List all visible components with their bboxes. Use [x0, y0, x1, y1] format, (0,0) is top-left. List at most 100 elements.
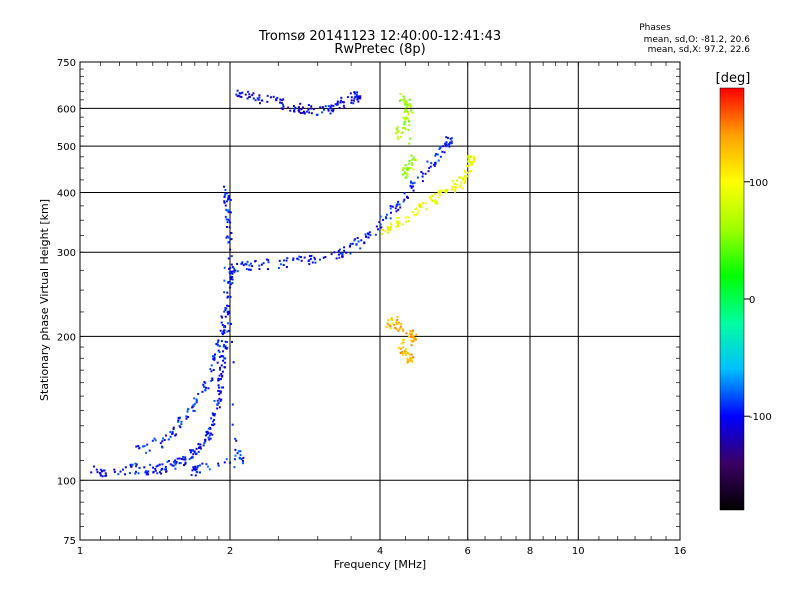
data-point: [224, 215, 227, 218]
data-point: [397, 200, 400, 203]
data-point: [225, 236, 228, 239]
data-point: [209, 437, 212, 440]
data-point: [378, 221, 381, 224]
data-point: [327, 108, 330, 111]
data-point: [390, 223, 393, 226]
data-point: [239, 450, 242, 453]
data-point: [156, 472, 159, 475]
data-point: [437, 159, 440, 162]
data-point: [192, 453, 195, 456]
data-point: [389, 217, 392, 220]
data-point: [234, 437, 237, 440]
data-point: [227, 210, 230, 213]
data-point: [102, 469, 105, 472]
data-point: [194, 467, 197, 470]
data-point: [359, 97, 362, 100]
data-point: [229, 283, 232, 286]
data-point: [397, 208, 400, 211]
data-point: [207, 431, 210, 434]
data-point: [224, 347, 227, 350]
data-point: [210, 370, 213, 373]
data-point: [266, 94, 269, 97]
data-point: [225, 341, 228, 344]
data-point: [415, 207, 418, 210]
data-point: [161, 440, 164, 443]
data-point: [341, 101, 344, 104]
data-point: [467, 155, 470, 158]
data-point: [404, 354, 407, 357]
data-point: [396, 315, 399, 318]
data-point: [323, 108, 326, 111]
data-point: [191, 456, 194, 459]
data-point: [217, 384, 220, 387]
data-point: [397, 137, 400, 140]
data-point: [438, 148, 441, 151]
data-point: [233, 271, 236, 274]
data-point: [90, 471, 93, 474]
data-point: [205, 386, 208, 389]
y-axis-label: Stationary phase Virtual Height [km]: [38, 199, 51, 401]
data-point: [198, 445, 201, 448]
data-point: [404, 100, 407, 103]
data-point: [261, 99, 264, 102]
data-point: [204, 438, 207, 441]
data-point: [300, 259, 303, 262]
colorbar-gradient: [719, 87, 745, 511]
data-point: [225, 307, 228, 310]
data-point: [220, 364, 223, 367]
data-point: [446, 189, 449, 192]
data-point: [194, 465, 197, 468]
data-point: [163, 438, 166, 441]
data-point: [406, 103, 409, 106]
data-point: [402, 328, 405, 331]
data-point: [199, 447, 202, 450]
data-point: [229, 275, 232, 278]
data-point: [357, 100, 360, 103]
data-point: [265, 258, 268, 261]
data-point: [382, 218, 385, 221]
data-point: [411, 163, 414, 166]
data-point: [289, 109, 292, 112]
data-point: [204, 382, 207, 385]
data-point: [399, 93, 402, 96]
data-point: [409, 105, 412, 108]
data-point: [199, 471, 202, 474]
data-point: [399, 325, 402, 328]
data-point: [404, 216, 407, 219]
data-point: [217, 379, 220, 382]
data-point: [330, 109, 333, 112]
data-point: [400, 342, 403, 345]
data-point: [221, 370, 224, 373]
data-point: [213, 399, 216, 402]
data-point: [349, 92, 352, 95]
data-point: [343, 107, 346, 110]
data-point: [435, 201, 438, 204]
data-point: [473, 155, 476, 158]
data-point: [360, 239, 363, 242]
data-point: [399, 135, 402, 138]
data-point: [436, 153, 439, 156]
data-point: [213, 418, 216, 421]
data-point: [450, 140, 453, 143]
colorbar-tick-label: 100: [749, 178, 768, 189]
data-point: [408, 335, 411, 338]
data-point: [327, 109, 330, 112]
data-point: [450, 137, 453, 140]
data-point: [172, 464, 175, 467]
data-point: [407, 111, 410, 114]
data-point: [222, 326, 225, 329]
x-axis-ticks: 1 2 4 6 8 10 16: [77, 62, 686, 557]
data-point: [435, 202, 438, 205]
data-point: [397, 220, 400, 223]
data-point: [421, 172, 424, 175]
data-point: [314, 261, 317, 264]
data-point: [429, 165, 432, 168]
data-point: [412, 156, 415, 159]
data-point: [282, 105, 285, 108]
data-point: [224, 315, 227, 318]
data-point: [193, 397, 196, 400]
data-point: [239, 95, 242, 98]
data-point: [401, 168, 404, 171]
data-point: [157, 464, 160, 467]
data-point: [297, 258, 300, 261]
